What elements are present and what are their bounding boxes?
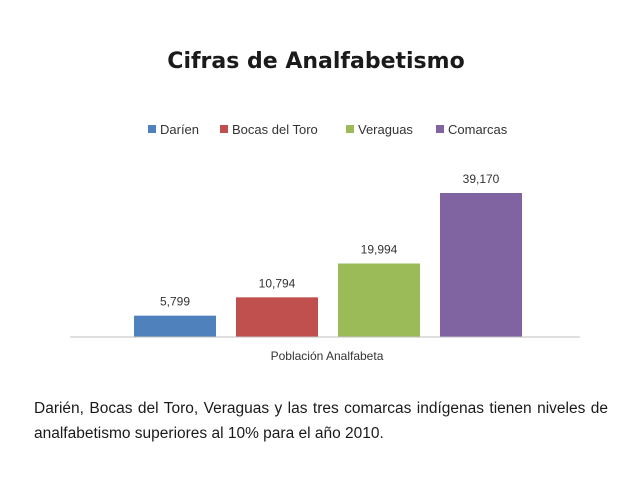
legend-swatch-comarcas [436,125,444,133]
data-label-veraguas: 19,994 [361,242,398,256]
bar-darien [134,315,216,337]
bar-group: 5,799 10,794 19,994 39,170 [134,172,522,337]
data-label-bocas-del-toro: 10,794 [259,276,296,290]
legend-label-comarcas: Comarcas [448,122,508,137]
caption-text: Darién, Bocas del Toro, Veraguas y las t… [34,400,608,442]
bar-bocas-del-toro [236,297,318,337]
x-axis-label: Población Analfabeta [271,349,384,363]
bar-comarcas [440,193,522,337]
data-label-comarcas: 39,170 [463,172,500,186]
legend-swatch-bocas-del-toro [220,125,228,133]
legend-label-veraguas: Veraguas [358,122,413,137]
legend-label-darien: Daríen [160,122,199,137]
chart-legend: Daríen Bocas del Toro Veraguas Comarcas [148,122,508,137]
analfabetismo-chart: Cifras de Analfabetismo Daríen Bocas del … [70,49,580,363]
legend-swatch-veraguas [346,125,354,133]
data-label-darien: 5,799 [160,295,190,309]
legend-label-bocas-del-toro: Bocas del Toro [232,122,318,137]
bar-veraguas [338,263,420,337]
legend-swatch-darien [148,125,156,133]
chart-title: Cifras de Analfabetismo [167,49,464,74]
